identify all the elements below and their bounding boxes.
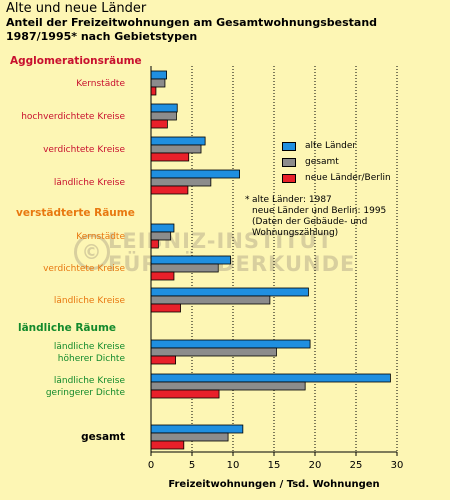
bar — [150, 373, 391, 383]
x-tick-label: 20 — [309, 460, 322, 471]
bar — [150, 111, 177, 121]
x-axis-title: Freizeitwohnungen / Tsd. Wohnungen — [168, 479, 379, 490]
group-label: ländliche Räume — [18, 322, 116, 334]
bar — [150, 440, 185, 450]
category-label: gesamt — [81, 431, 125, 443]
bar — [150, 239, 159, 249]
chart-title: Alte und neue Länder — [6, 1, 147, 16]
bar — [150, 177, 212, 187]
bar — [150, 70, 167, 80]
category-label: höherer Dichte — [58, 354, 126, 364]
chart-subtitle-line-2: 1987/1995* nach Gebietstypen — [6, 30, 198, 43]
category-label: ländliche Kreise — [54, 376, 126, 386]
bar — [150, 389, 220, 399]
bar — [150, 223, 175, 233]
category-label: hochverdichtete Kreise — [21, 112, 125, 122]
group-label: verstädterte Räume — [16, 207, 135, 219]
footnote-star: * — [245, 195, 250, 205]
footnote: * alte Länder: 1987 neue Länder und Berl… — [245, 195, 387, 239]
bar — [150, 136, 206, 146]
legend-swatch — [282, 173, 296, 183]
category-label: verdichtete Kreise — [43, 145, 125, 155]
footnote-line-3: (Daten der Gebäude- und — [252, 217, 368, 227]
bar — [150, 432, 229, 442]
category-label: ländliche Kreise — [54, 178, 126, 188]
copyright-icon: © — [74, 234, 110, 270]
legend-label: neue Länder/Berlin — [305, 173, 391, 183]
x-tick-label: 30 — [391, 460, 404, 471]
bar — [150, 185, 189, 195]
bar — [150, 86, 157, 96]
bar — [150, 339, 311, 349]
legend-swatch — [282, 157, 296, 167]
footnote-line-2: neue Länder und Berlin: 1995 — [252, 206, 387, 216]
bar — [150, 355, 177, 365]
legend-item-alte-laender: alte Länder — [282, 138, 391, 154]
legend: alte Länder gesamt neue Länder/Berlin — [282, 138, 391, 186]
bar — [150, 255, 231, 265]
x-tick-label: 5 — [189, 460, 195, 471]
bar — [150, 303, 181, 313]
bar — [150, 271, 175, 281]
legend-label: gesamt — [305, 157, 339, 167]
category-label: ländliche Kreise — [54, 342, 126, 352]
bar — [150, 381, 306, 391]
legend-item-gesamt: gesamt — [282, 154, 391, 170]
x-tick-label: 0 — [148, 460, 154, 471]
legend-swatch — [282, 141, 296, 151]
x-tick-label: 15 — [268, 460, 281, 471]
bar — [150, 144, 202, 154]
bar — [150, 287, 309, 297]
title-block: Alte und neue Länder Anteil der Freizeit… — [6, 2, 377, 44]
x-tick-label: 25 — [350, 460, 363, 471]
chart-subtitle-line-1: Anteil der Freizeitwohnungen am Gesamtwo… — [6, 16, 378, 29]
x-tick-label: 10 — [227, 460, 240, 471]
bar — [150, 169, 240, 179]
footnote-line-1: alte Länder: 1987 — [252, 195, 332, 205]
legend-item-neue-laender: neue Länder/Berlin — [282, 170, 391, 186]
bar — [150, 263, 219, 273]
bar — [150, 78, 166, 88]
group-label: Agglomerationsräume — [10, 55, 142, 67]
category-label: Kernstädte — [76, 79, 125, 89]
bar — [150, 119, 168, 129]
footnote-line-4: Wohnungszählung) — [252, 228, 339, 238]
category-label: ländliche Kreise — [54, 296, 126, 306]
bar — [150, 152, 190, 162]
bar — [150, 347, 277, 357]
category-label: Kernstädte — [76, 232, 125, 242]
bar — [150, 231, 172, 241]
legend-label: alte Länder — [305, 141, 357, 151]
bar — [150, 424, 244, 434]
bar — [150, 295, 271, 305]
bar — [150, 103, 178, 113]
category-label: verdichtete Kreise — [43, 264, 125, 274]
category-label: geringerer Dichte — [46, 388, 126, 398]
